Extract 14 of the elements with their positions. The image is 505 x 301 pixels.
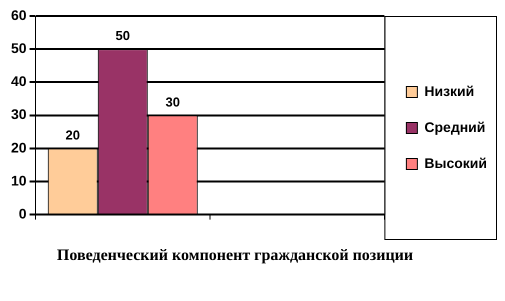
data-label: 50 <box>116 28 130 44</box>
legend-label: Средний <box>424 118 486 135</box>
x-axis-title: Поведенческий компонент гражданской позиции <box>56 246 414 266</box>
data-label: 20 <box>66 127 80 142</box>
data-label: 30 <box>166 94 180 110</box>
y-tick-label: 20 <box>10 139 27 156</box>
legend-label: Высокий <box>424 154 487 171</box>
legend-label: Низкий <box>424 82 474 99</box>
y-tick-label: 30 <box>10 106 27 122</box>
y-tick-label: 0 <box>18 205 27 222</box>
y-tick-label: 40 <box>10 73 27 90</box>
y-tick-label: 60 <box>10 6 27 23</box>
y-tick-label: 10 <box>10 172 27 188</box>
y-tick-label: 50 <box>10 40 27 56</box>
